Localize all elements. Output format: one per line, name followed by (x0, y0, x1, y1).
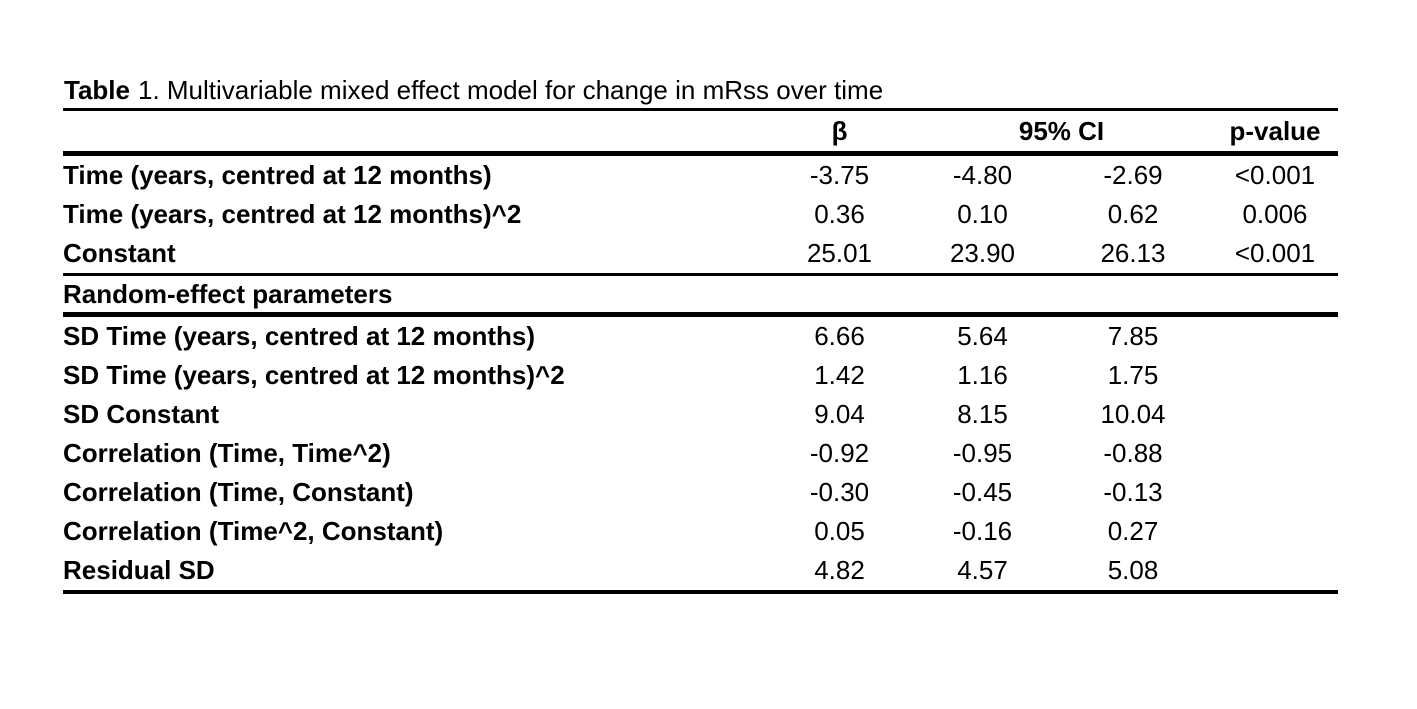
beta-value: 9.04 (814, 399, 865, 429)
column-header-beta: β (831, 115, 848, 146)
ci-low-value: 8.15 (957, 399, 1008, 429)
results-table: β 95% CI p-value Time (years, centred at… (63, 108, 1338, 594)
row-label: SD Constant (63, 399, 219, 429)
beta-value: -0.92 (809, 438, 870, 468)
section-header-label: Random-effect parameters (63, 278, 393, 309)
row-label: SD Time (years, centred at 12 months)^2 (63, 360, 565, 390)
table-row: Time (years, centred at 12 months) -3.75… (63, 156, 1338, 195)
beta-value: 0.05 (814, 516, 865, 546)
beta-value: 4.82 (814, 555, 865, 585)
ci-low-value: 0.10 (957, 199, 1008, 229)
table-row: Residual SD 4.82 4.57 5.08 (63, 551, 1338, 590)
section-header-row: Random-effect parameters (63, 276, 1338, 312)
row-label: Time (years, centred at 12 months)^2 (63, 199, 522, 229)
beta-value: 0.36 (814, 199, 865, 229)
table-row: Correlation (Time, Constant) -0.30 -0.45… (63, 473, 1338, 512)
ci-low-value: 1.16 (957, 360, 1008, 390)
row-label: Correlation (Time, Constant) (63, 477, 414, 507)
table-row: SD Constant 9.04 8.15 10.04 (63, 395, 1338, 434)
table-caption-text: 1. Multivariable mixed effect model for … (137, 75, 884, 105)
row-label: SD Time (years, centred at 12 months) (63, 321, 536, 351)
column-header-pvalue: p-value (1229, 115, 1321, 146)
section-top-rule (63, 273, 1338, 276)
beta-value: -3.75 (809, 160, 870, 190)
ci-high-value: -2.69 (1103, 160, 1163, 190)
beta-value: -0.30 (809, 477, 870, 507)
ci-low-value: -0.16 (952, 516, 1013, 546)
p-value: <0.001 (1234, 160, 1316, 190)
table-row: Time (years, centred at 12 months)^2 0.3… (63, 195, 1338, 234)
p-value: 0.006 (1242, 199, 1308, 229)
row-label: Time (years, centred at 12 months) (63, 160, 492, 190)
ci-high-value: -0.88 (1103, 438, 1163, 468)
ci-low-value: -0.45 (952, 477, 1013, 507)
ci-high-value: -0.13 (1103, 477, 1163, 507)
p-value: <0.001 (1234, 238, 1316, 268)
section-bottom-rule (63, 312, 1338, 317)
ci-high-value: 1.75 (1107, 360, 1159, 390)
beta-value: 1.42 (814, 360, 865, 390)
ci-high-value: 0.62 (1107, 199, 1159, 229)
table-row: Correlation (Time, Time^2) -0.92 -0.95 -… (63, 434, 1338, 473)
header-bottom-rule (63, 151, 1338, 156)
ci-low-value: 5.64 (957, 321, 1008, 351)
ci-high-value: 10.04 (1100, 399, 1166, 429)
ci-low-value: -0.95 (952, 438, 1013, 468)
ci-high-value: 5.08 (1107, 555, 1159, 585)
table-top-rule (63, 108, 1338, 111)
beta-value: 25.01 (806, 238, 873, 268)
table-caption: Table 1. Multivariable mixed effect model… (64, 75, 884, 106)
ci-high-value: 26.13 (1100, 238, 1166, 268)
table-row: Constant 25.01 23.90 26.13 <0.001 (63, 234, 1338, 273)
table-row: SD Time (years, centred at 12 months)^2 … (63, 356, 1338, 395)
row-label: Residual SD (63, 555, 215, 585)
beta-value: 6.66 (814, 321, 865, 351)
ci-high-value: 7.85 (1107, 321, 1159, 351)
row-label: Correlation (Time^2, Constant) (63, 516, 444, 546)
ci-high-value: 0.27 (1107, 516, 1159, 546)
column-header-ci: 95% CI (1018, 115, 1105, 146)
table-row: SD Time (years, centred at 12 months) 6.… (63, 317, 1338, 356)
ci-low-value: 4.57 (957, 555, 1008, 585)
row-label: Correlation (Time, Time^2) (63, 438, 391, 468)
table-header-row: β 95% CI p-value (63, 111, 1338, 151)
table-bottom-rule (63, 590, 1338, 594)
ci-low-value: 23.90 (949, 238, 1016, 268)
table-caption-number: Table (64, 75, 130, 105)
ci-low-value: -4.80 (952, 160, 1013, 190)
row-label: Constant (63, 238, 176, 268)
table-row: Correlation (Time^2, Constant) 0.05 -0.1… (63, 512, 1338, 551)
